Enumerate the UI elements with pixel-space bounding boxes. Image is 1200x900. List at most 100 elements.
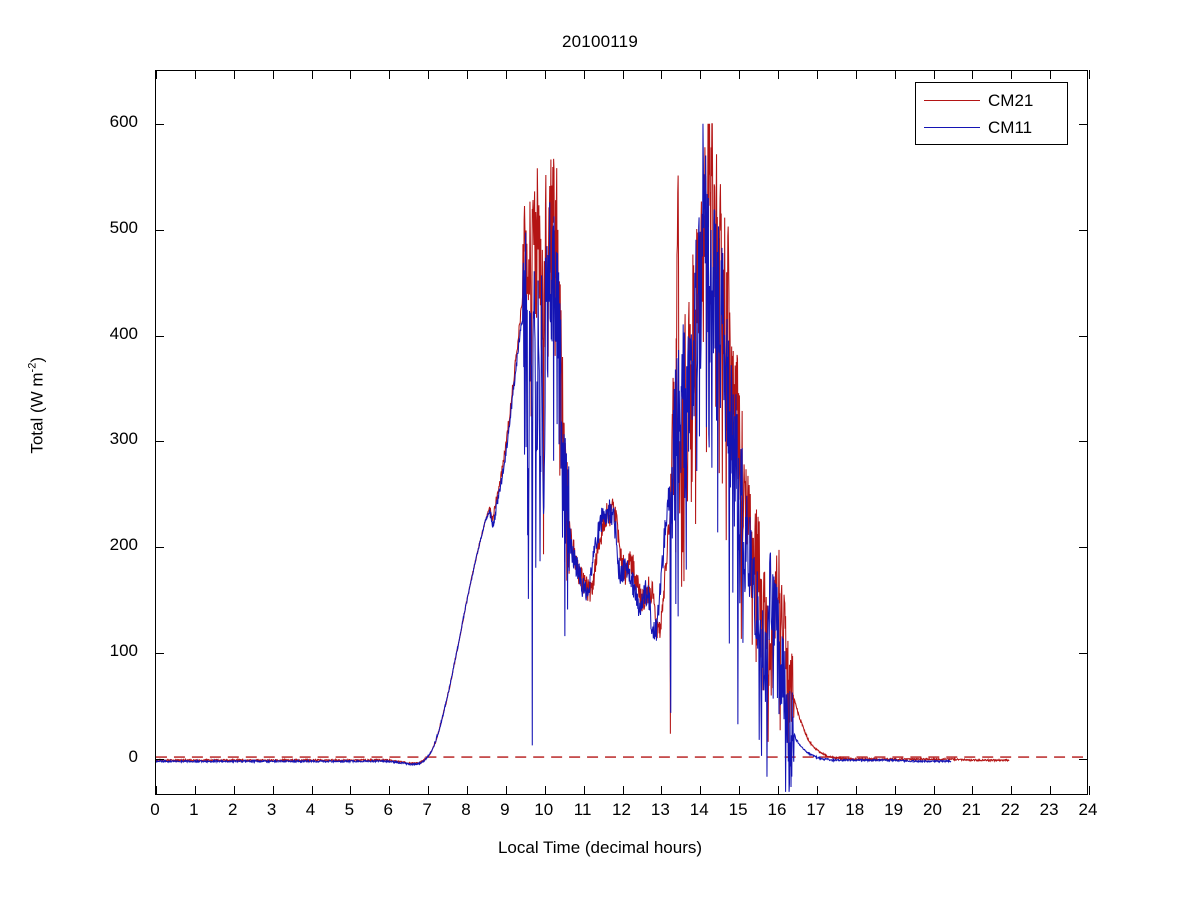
x-tick-13 bbox=[661, 786, 663, 795]
legend-swatch-cm11 bbox=[924, 126, 980, 128]
x-tick-24 bbox=[1089, 786, 1090, 795]
x-tick-6 bbox=[389, 786, 391, 795]
x-tick-23 bbox=[1050, 70, 1052, 79]
y-tick-100 bbox=[1079, 653, 1088, 655]
legend-label-cm21: CM21 bbox=[988, 90, 1034, 110]
x-tick-label-11: 11 bbox=[573, 800, 592, 819]
x-tick-label-24: 24 bbox=[1078, 800, 1098, 819]
x-tick-12 bbox=[622, 786, 624, 795]
x-tick-16 bbox=[778, 70, 779, 79]
x-tick-22 bbox=[1011, 786, 1013, 795]
x-tick-label-15: 15 bbox=[728, 800, 748, 819]
x-tick-20 bbox=[933, 70, 935, 79]
x-tick-label-0: 0 bbox=[150, 800, 160, 819]
x-tick-2 bbox=[233, 786, 235, 795]
x-tick-19 bbox=[894, 70, 896, 79]
x-tick-5 bbox=[350, 786, 352, 795]
x-tick-label-21: 21 bbox=[961, 800, 981, 819]
x-tick-label-3: 3 bbox=[266, 800, 277, 819]
x-tick-5 bbox=[350, 70, 352, 79]
x-tick-label-12: 12 bbox=[612, 800, 631, 819]
x-tick-9 bbox=[505, 70, 507, 79]
x-tick-9 bbox=[505, 786, 507, 795]
x-tick-label-5: 5 bbox=[344, 800, 355, 819]
x-tick-14 bbox=[700, 786, 702, 795]
x-tick-0 bbox=[156, 70, 157, 79]
x-tick-3 bbox=[272, 786, 274, 795]
x-tick-8 bbox=[467, 786, 468, 795]
x-tick-21 bbox=[972, 70, 974, 79]
y-tick-500 bbox=[155, 229, 164, 231]
y-axis-label-close: ) bbox=[27, 356, 47, 363]
x-tick-17 bbox=[816, 786, 818, 795]
y-tick-300 bbox=[155, 441, 164, 443]
x-tick-label-14: 14 bbox=[689, 800, 709, 819]
y-tick-label-100: 100 bbox=[109, 641, 138, 661]
x-tick-label-22: 22 bbox=[1000, 800, 1020, 819]
x-tick-label-6: 6 bbox=[383, 800, 393, 819]
legend-label-cm11: CM11 bbox=[988, 117, 1033, 137]
x-tick-label-10: 10 bbox=[534, 800, 554, 819]
y-tick-label-600: 600 bbox=[109, 111, 138, 131]
x-tick-12 bbox=[622, 70, 624, 79]
x-tick-16 bbox=[778, 786, 779, 795]
x-tick-label-1: 1 bbox=[189, 800, 199, 819]
x-tick-1 bbox=[194, 70, 196, 79]
x-tick-10 bbox=[544, 70, 546, 79]
y-tick-200 bbox=[155, 547, 164, 549]
x-tick-11 bbox=[583, 786, 585, 795]
x-tick-label-16: 16 bbox=[767, 800, 787, 819]
x-tick-0 bbox=[156, 786, 157, 795]
page-title: 20100119 bbox=[562, 32, 638, 51]
x-tick-13 bbox=[661, 70, 663, 79]
y-tick-label-500: 500 bbox=[109, 217, 138, 237]
x-tick-label-23: 23 bbox=[1039, 800, 1059, 819]
plot-area bbox=[155, 70, 1090, 795]
series-line-cm21 bbox=[156, 124, 1009, 764]
x-tick-14 bbox=[700, 70, 702, 79]
x-tick-label-19: 19 bbox=[884, 800, 904, 819]
y-tick-600 bbox=[155, 123, 164, 125]
data-series-group bbox=[156, 124, 1009, 792]
y-tick-600 bbox=[1079, 123, 1088, 125]
series-line-cm11 bbox=[156, 124, 951, 792]
x-tick-6 bbox=[389, 70, 391, 79]
x-tick-23 bbox=[1050, 786, 1052, 795]
x-tick-7 bbox=[428, 786, 430, 795]
y-tick-500 bbox=[1079, 229, 1088, 231]
legend-entry-cm11: CM11 bbox=[916, 114, 1067, 141]
x-tick-15 bbox=[739, 786, 741, 795]
y-tick-label-200: 200 bbox=[109, 535, 138, 555]
y-axis-label: Total (W m-2) bbox=[27, 205, 48, 605]
x-tick-18 bbox=[855, 70, 857, 79]
x-tick-label-4: 4 bbox=[305, 800, 316, 819]
x-tick-label-17: 17 bbox=[806, 800, 826, 819]
x-tick-2 bbox=[233, 70, 235, 79]
legend-swatch-cm21 bbox=[924, 99, 980, 101]
x-tick-21 bbox=[972, 786, 974, 795]
x-tick-15 bbox=[739, 70, 741, 79]
x-tick-24 bbox=[1089, 70, 1090, 79]
x-tick-11 bbox=[583, 70, 585, 79]
x-tick-label-13: 13 bbox=[650, 800, 670, 819]
x-tick-label-9: 9 bbox=[500, 800, 510, 819]
y-tick-0 bbox=[1079, 758, 1088, 760]
plot-svg bbox=[156, 71, 1087, 794]
y-tick-400 bbox=[1079, 335, 1088, 337]
y-tick-400 bbox=[155, 335, 164, 337]
x-tick-label-20: 20 bbox=[923, 800, 942, 819]
x-tick-8 bbox=[467, 70, 468, 79]
x-tick-20 bbox=[933, 786, 935, 795]
x-tick-7 bbox=[428, 70, 430, 79]
x-tick-3 bbox=[272, 70, 274, 79]
y-tick-label-400: 400 bbox=[109, 323, 138, 343]
x-axis-label: Local Time (decimal hours) bbox=[497, 838, 703, 857]
y-axis-label-main: Total (W m bbox=[27, 372, 47, 454]
y-tick-200 bbox=[1079, 547, 1088, 549]
y-axis-label-exponent: -2 bbox=[26, 362, 39, 373]
y-tick-label-300: 300 bbox=[109, 429, 138, 449]
legend-entry-cm21: CM21 bbox=[916, 87, 1067, 114]
x-tick-19 bbox=[894, 786, 896, 795]
x-tick-4 bbox=[311, 786, 313, 795]
